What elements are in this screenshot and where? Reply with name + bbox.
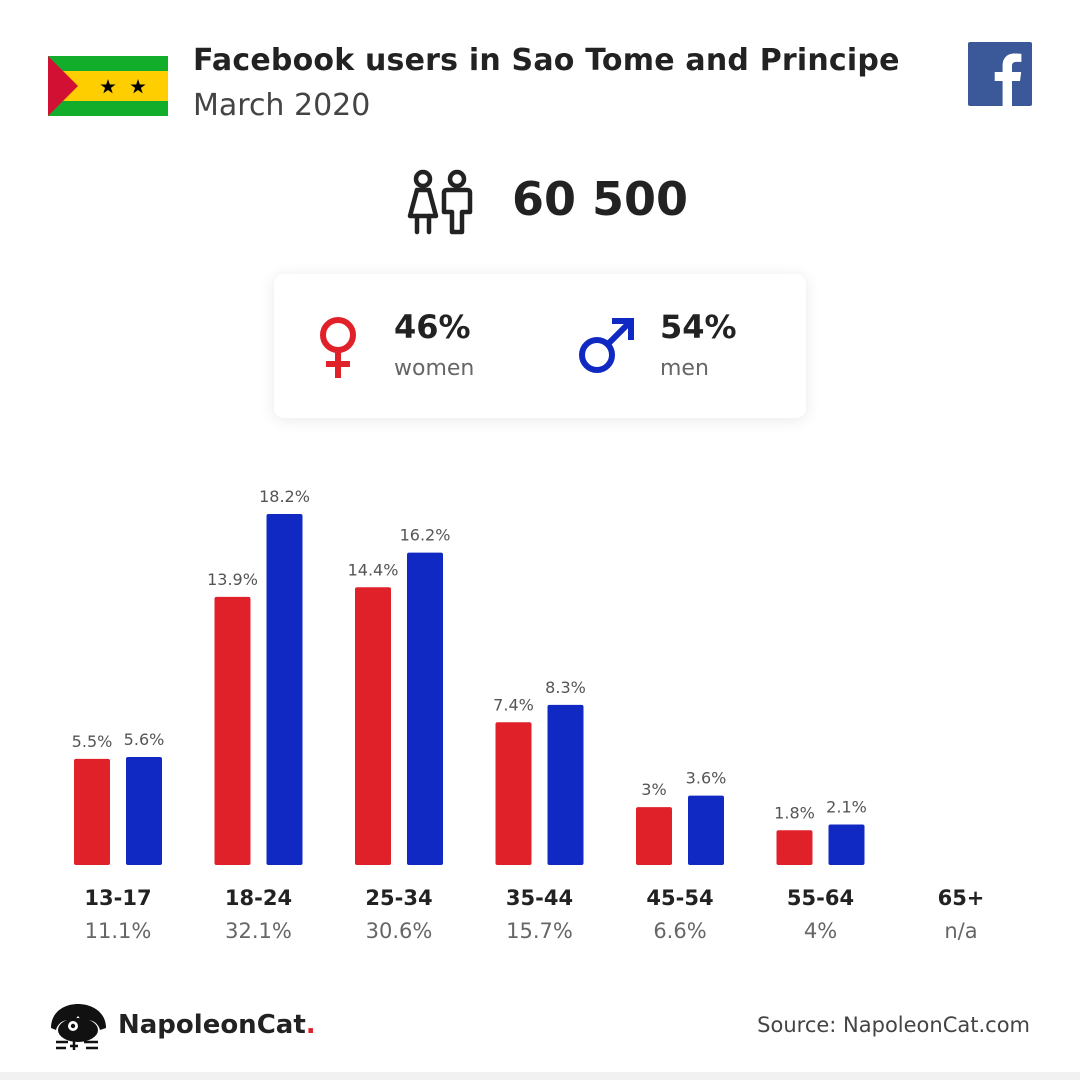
- bar-18-24-s0: [214, 596, 251, 865]
- category-total-45-54: 6.6%: [653, 919, 706, 943]
- brand-name-text: NapoleonCat: [118, 1010, 306, 1040]
- page-title: Facebook users in Sao Tome and Principe: [193, 43, 900, 78]
- bar-13-17-s0: [74, 758, 110, 865]
- data-label-35-44-s0: 7.4%: [493, 695, 534, 714]
- category-total-18-24: 32.1%: [225, 919, 292, 943]
- category-label-55-64: 55-64: [787, 886, 854, 910]
- bar-35-44-s0: [495, 722, 532, 865]
- bar-13-17-s1: [126, 757, 162, 865]
- source-text: Source: NapoleonCat.com: [757, 1013, 1030, 1037]
- category-total-25-34: 30.6%: [366, 919, 433, 943]
- category-total-55-64: 4%: [804, 919, 837, 943]
- data-label-35-44-s1: 8.3%: [545, 678, 586, 697]
- gender-card: 46% women 54% men: [274, 274, 806, 418]
- bar-55-64-s1: [828, 824, 865, 865]
- data-label-45-54-s1: 3.6%: [686, 769, 727, 788]
- male-icon: [579, 318, 634, 373]
- bar-45-54-s0: [636, 807, 672, 865]
- bar-55-64-s0: [776, 830, 813, 865]
- bottom-strip: [0, 1072, 1080, 1080]
- total-users: 60 500: [512, 172, 689, 226]
- bar-45-54-s1: [688, 795, 724, 865]
- flag-icon: [48, 56, 168, 116]
- brand-dot: .: [305, 1010, 316, 1040]
- bar-18-24-s1: [266, 514, 303, 865]
- facebook-icon: [968, 42, 1032, 106]
- category-label-25-34: 25-34: [365, 886, 432, 910]
- brand-name: NapoleonCat.: [118, 1010, 316, 1040]
- category-label-35-44: 35-44: [506, 886, 573, 910]
- data-label-13-17-s0: 5.5%: [72, 732, 113, 751]
- age-chart: 5.5% 5.6% 13-17 11.1% 13.9% 18.2% 18-24 32.1% 14…: [72, 487, 985, 943]
- category-label-18-24: 18-24: [225, 886, 292, 910]
- page-subtitle: March 2020: [193, 88, 371, 123]
- bar-25-34-s0: [355, 587, 391, 865]
- category-label-65+: 65+: [938, 886, 985, 910]
- bar-25-34-s1: [407, 552, 443, 865]
- data-label-18-24-s0: 13.9%: [207, 570, 258, 589]
- bar-35-44-s1: [547, 704, 584, 865]
- category-total-35-44: 15.7%: [506, 919, 573, 943]
- napoleoncat-logo: [51, 1004, 106, 1050]
- data-label-18-24-s1: 18.2%: [259, 487, 310, 506]
- data-label-25-34-s1: 16.2%: [400, 526, 451, 545]
- men-label: men: [660, 356, 709, 381]
- data-label-55-64-s0: 1.8%: [774, 803, 815, 822]
- data-label-13-17-s1: 5.6%: [124, 730, 165, 749]
- women-percentage: 46%: [394, 308, 471, 346]
- data-label-25-34-s0: 14.4%: [348, 560, 399, 579]
- users-icon: [407, 169, 473, 235]
- data-label-55-64-s1: 2.1%: [826, 798, 867, 817]
- category-total-65+: n/a: [944, 919, 977, 943]
- women-label: women: [394, 356, 475, 381]
- category-label-45-54: 45-54: [646, 886, 713, 910]
- category-label-13-17: 13-17: [84, 886, 151, 910]
- category-total-13-17: 11.1%: [85, 919, 152, 943]
- men-percentage: 54%: [660, 308, 737, 346]
- female-icon: [320, 317, 356, 378]
- data-label-45-54-s0: 3%: [641, 780, 666, 799]
